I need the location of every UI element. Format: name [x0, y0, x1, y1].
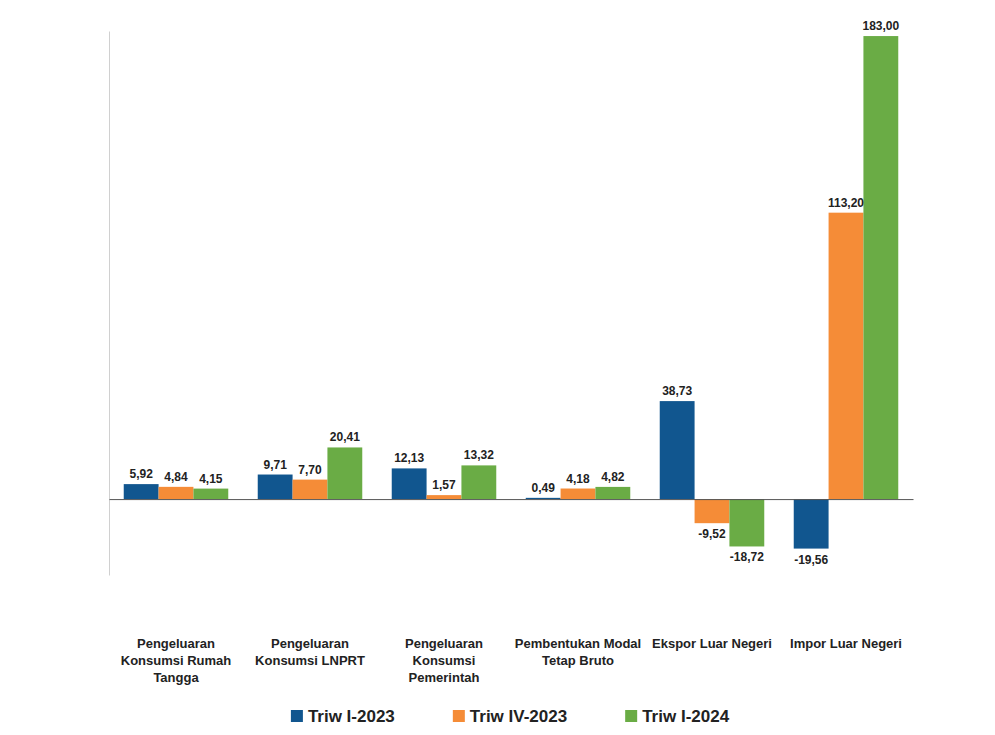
x-axis-line	[110, 499, 914, 500]
data-label: 20,41	[330, 430, 360, 444]
y-axis-line	[109, 32, 110, 576]
bar	[159, 487, 194, 499]
data-label: 113,20	[828, 196, 864, 210]
data-label: -18,72	[730, 550, 764, 564]
bar	[193, 489, 228, 500]
legend-swatch	[291, 710, 303, 722]
data-label: 0,49	[531, 481, 555, 495]
bars	[124, 36, 899, 549]
x-tick: Impor Luar Negeri	[790, 636, 902, 651]
data-label: 12,13	[394, 451, 424, 465]
legend-label: Triw IV-2023	[470, 707, 567, 726]
category-label: PengeluaranKonsumsi RumahTangga	[121, 636, 232, 685]
category-label: Pembentukan ModalTetap Bruto	[515, 636, 641, 668]
data-label: 7,70	[298, 463, 322, 477]
bar	[829, 213, 864, 499]
legend-swatch	[453, 710, 465, 722]
bar	[863, 36, 898, 499]
legend-swatch	[625, 710, 637, 722]
bar	[595, 487, 630, 499]
legend-label: Triw I-2024	[642, 707, 729, 726]
x-axis: PengeluaranKonsumsi RumahTangga Pengeluar…	[110, 500, 914, 685]
legend-item: Triw I-2023	[291, 707, 395, 726]
data-label: 183,00	[862, 19, 899, 33]
legend-item: Triw IV-2023	[453, 707, 567, 726]
data-label: 4,15	[199, 472, 223, 486]
x-tick: Pembentukan ModalTetap Bruto	[515, 636, 641, 668]
legend: Triw I-2023 Triw IV-2023 Triw I-2024	[291, 707, 730, 726]
data-label: 4,84	[164, 470, 188, 484]
bar	[729, 499, 764, 546]
y-axis	[109, 32, 110, 576]
category-label: PengeluaranKonsumsi LNPRT	[255, 636, 365, 668]
bar	[327, 447, 362, 499]
x-tick: Ekspor Luar Negeri	[652, 636, 772, 651]
bar	[695, 499, 730, 523]
legend-label: Triw I-2023	[308, 707, 395, 726]
data-label: 13,32	[464, 448, 494, 462]
category-label: Ekspor Luar Negeri	[652, 636, 772, 651]
data-label: 4,82	[601, 470, 625, 484]
x-tick: PengeluaranKonsumsi RumahTangga	[121, 636, 232, 685]
x-tick: PengeluaranKonsumsi LNPRT	[255, 636, 365, 668]
chart: PengeluaranKonsumsi RumahTangga Pengeluar…	[0, 0, 995, 735]
bar	[392, 468, 427, 499]
bar	[124, 484, 159, 499]
legend-item: Triw I-2024	[625, 707, 729, 726]
data-label: 1,57	[432, 478, 456, 492]
bar	[794, 499, 829, 548]
category-label: Impor Luar Negeri	[790, 636, 902, 651]
bar	[293, 480, 328, 499]
bar	[526, 498, 561, 499]
bar	[561, 489, 596, 500]
data-label: 38,73	[662, 384, 692, 398]
data-label: -9,52	[698, 527, 726, 541]
bar	[427, 495, 462, 499]
x-tick: PengeluaranKonsumsiPemerintah	[405, 636, 483, 685]
category-label: PengeluaranKonsumsiPemerintah	[405, 636, 483, 685]
bar	[461, 465, 496, 499]
data-label: 5,92	[129, 467, 153, 481]
data-label: 9,71	[263, 458, 287, 472]
data-label: 4,18	[566, 472, 590, 486]
bar	[660, 401, 695, 499]
bar	[258, 475, 293, 500]
data-labels: 5,92 9,71 12,13 0,49 38,73 -19,56 4,84 7,70 1,57…	[129, 19, 899, 567]
data-label: -19,56	[794, 553, 828, 567]
